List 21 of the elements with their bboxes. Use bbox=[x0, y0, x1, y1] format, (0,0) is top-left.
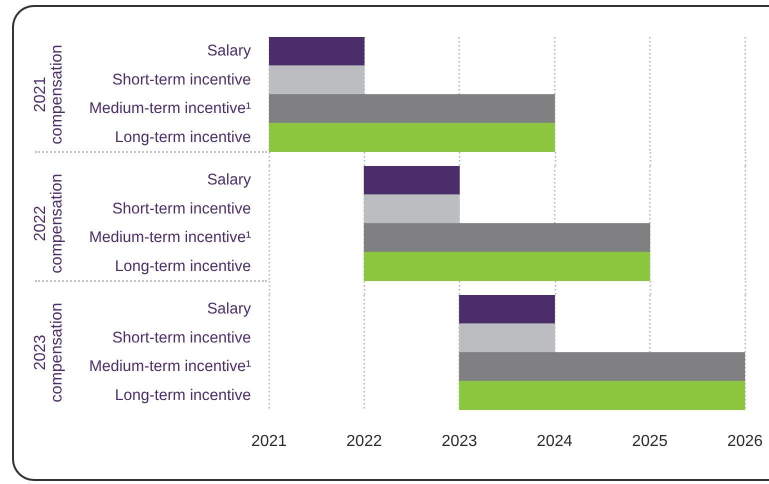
y-tick-label: Salary bbox=[207, 300, 252, 318]
x-tick-label: 2023 bbox=[442, 433, 478, 450]
y-tick-label: Salary bbox=[207, 42, 252, 60]
y-tick-label: Long-term incentive bbox=[114, 128, 251, 146]
y-tick-label: Medium-term incentive¹ bbox=[89, 100, 251, 118]
x-tick-label: 2022 bbox=[346, 433, 382, 450]
y-tick-label: Salary bbox=[207, 172, 252, 189]
x-tick-label: 2021 bbox=[251, 433, 287, 450]
x-tick-label: 2025 bbox=[632, 433, 668, 450]
y-tick-label: Medium-term incentive¹ bbox=[89, 229, 251, 246]
y-tick-label: Medium-term incentive¹ bbox=[89, 358, 251, 376]
y-axis-title: 2023 compensation bbox=[32, 302, 66, 402]
y-tick-label: Long-term incentive bbox=[114, 386, 251, 404]
y-axis-title: 2021 compensation bbox=[32, 44, 66, 144]
y-tick-label: Short-term incentive bbox=[112, 200, 251, 218]
y-tick-label: Long-term incentive bbox=[114, 258, 251, 275]
x-tick-label: 2026 bbox=[727, 433, 763, 450]
y-axis-title: 2022 compensation bbox=[32, 174, 66, 274]
y-tick-label: Short-term incentive bbox=[112, 329, 251, 346]
y-tick-label: Short-term incentive bbox=[112, 71, 251, 88]
x-tick-label: 2024 bbox=[536, 433, 572, 450]
